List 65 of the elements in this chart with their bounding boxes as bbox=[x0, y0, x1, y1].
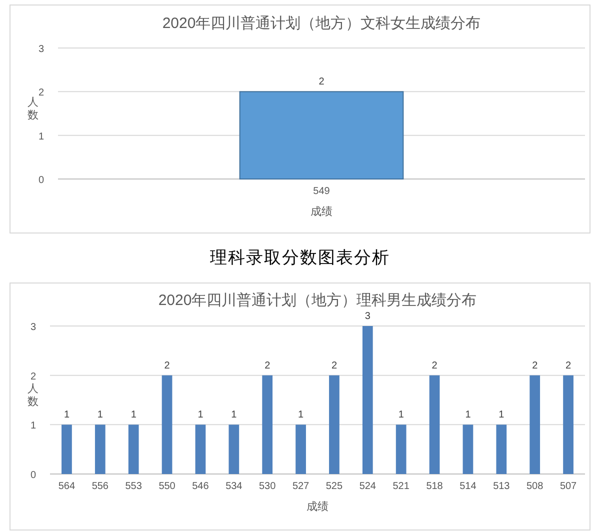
bar bbox=[128, 424, 139, 474]
bar bbox=[563, 375, 574, 474]
data-label: 2 bbox=[432, 360, 438, 372]
data-label: 1 bbox=[398, 410, 404, 421]
data-label: 1 bbox=[198, 410, 204, 421]
bar bbox=[429, 375, 440, 474]
y-tick-label: 0 bbox=[30, 470, 36, 481]
data-label: 2 bbox=[164, 360, 170, 372]
text: 理科录取分数图表分析 bbox=[210, 248, 390, 267]
data-label: 1 bbox=[498, 410, 505, 421]
data-label: 1 bbox=[231, 410, 238, 421]
y-axis-title: 人数 bbox=[28, 383, 38, 408]
chart-title: 2020年四川普通计划（地方）文科女生成绩分布 bbox=[162, 15, 481, 32]
x-tick-label: 514 bbox=[460, 481, 477, 492]
data-label: 2 bbox=[331, 360, 338, 372]
x-tick-label: 530 bbox=[259, 481, 276, 492]
x-tick-label: 527 bbox=[292, 481, 310, 492]
data-label: 1 bbox=[465, 410, 472, 421]
bar bbox=[296, 424, 306, 474]
x-tick-label: 521 bbox=[392, 481, 410, 492]
data-label: 3 bbox=[364, 311, 371, 322]
chart-title: 2020年四川普通计划（地方）理科男生成绩分布 bbox=[158, 292, 477, 309]
data-label: 2 bbox=[264, 360, 271, 372]
x-tick-label: 553 bbox=[125, 481, 142, 492]
data-label: 2 bbox=[318, 76, 325, 88]
y-tick-label: 3 bbox=[30, 322, 36, 333]
y-tick-label: 3 bbox=[38, 44, 44, 55]
x-tick-label: 534 bbox=[226, 481, 243, 492]
bar bbox=[262, 375, 273, 474]
data-label: 2 bbox=[566, 360, 572, 372]
data-label: 1 bbox=[97, 410, 104, 421]
x-tick-label: 507 bbox=[560, 481, 578, 492]
x-tick-label: 550 bbox=[158, 481, 176, 492]
x-tick-label: 518 bbox=[426, 481, 444, 492]
bar bbox=[94, 424, 106, 474]
data-label: 1 bbox=[130, 410, 137, 421]
data-label: 2 bbox=[532, 360, 538, 372]
x-tick-label: 546 bbox=[192, 481, 210, 492]
data-label: 1 bbox=[64, 410, 70, 421]
bar bbox=[162, 375, 172, 474]
y-tick-label: 0 bbox=[38, 175, 44, 186]
bar bbox=[329, 375, 340, 474]
x-tick-label: 524 bbox=[359, 481, 376, 492]
bar bbox=[530, 375, 540, 474]
y-tick-label: 2 bbox=[38, 88, 44, 99]
data-label: 1 bbox=[298, 410, 304, 421]
bar bbox=[462, 424, 474, 474]
x-axis-title: 成绩 bbox=[310, 205, 332, 218]
x-tick-label: 508 bbox=[526, 481, 544, 492]
y-axis-title: 人数 bbox=[28, 96, 38, 122]
x-tick-label: 556 bbox=[92, 481, 109, 492]
y-tick-label: 1 bbox=[38, 131, 44, 142]
bar bbox=[228, 424, 240, 474]
x-axis-title: 成绩 bbox=[306, 500, 328, 513]
y-tick-label: 1 bbox=[30, 420, 36, 432]
y-tick-label: 2 bbox=[30, 371, 36, 382]
x-tick-label: 549 bbox=[313, 186, 330, 197]
x-tick-label: 513 bbox=[493, 481, 510, 492]
bar bbox=[62, 424, 72, 474]
x-tick-label: 564 bbox=[58, 481, 76, 492]
x-tick-label: 525 bbox=[326, 481, 343, 492]
bar bbox=[496, 424, 507, 474]
bar bbox=[396, 424, 406, 474]
bar bbox=[362, 326, 373, 474]
bar bbox=[195, 424, 206, 474]
